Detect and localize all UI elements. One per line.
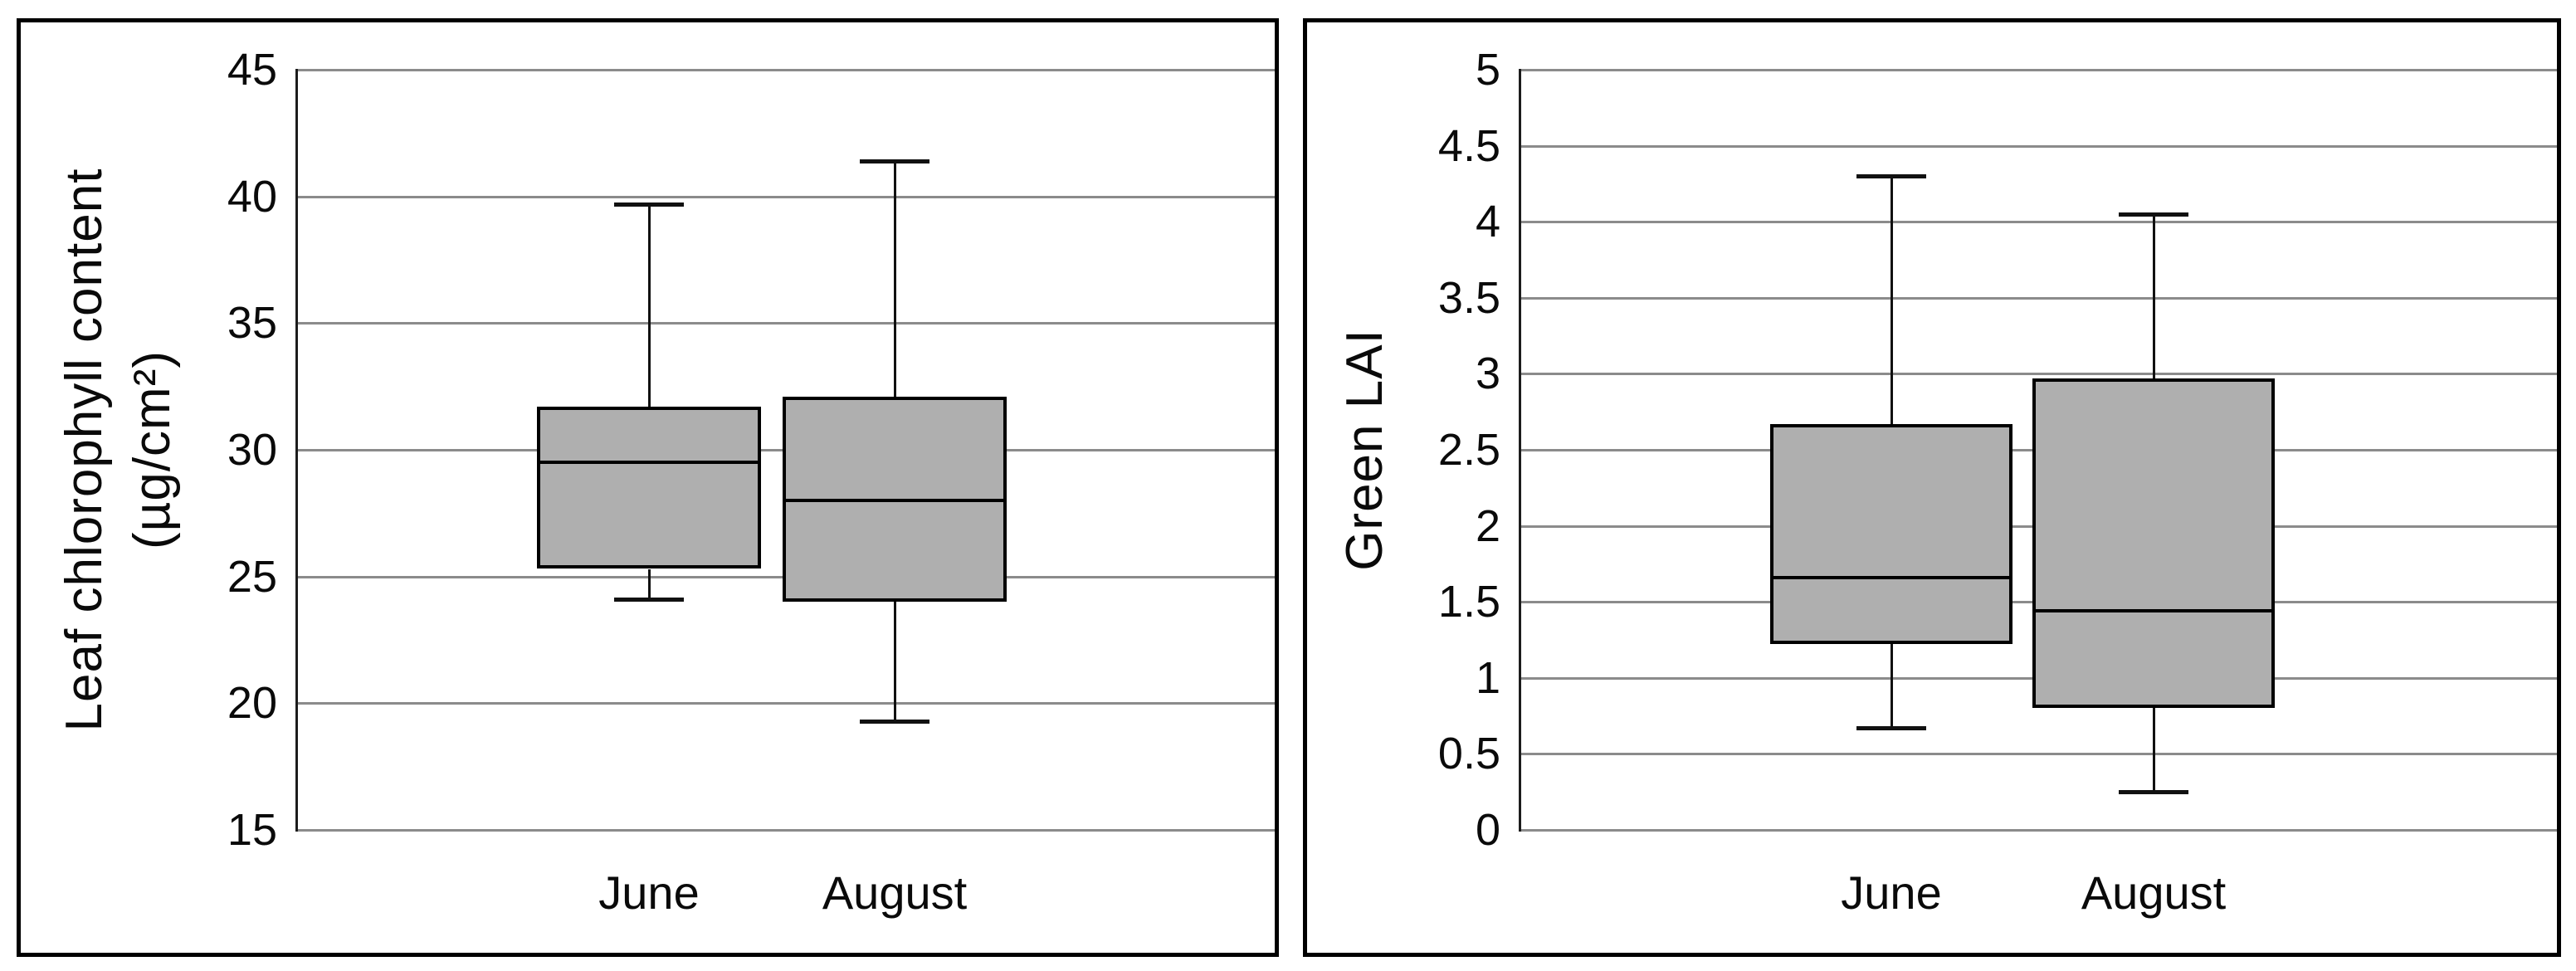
chlorophyll-august-median-line (783, 499, 1007, 503)
chlorophyll-august-upper-whisker-cap (860, 159, 929, 163)
chlorophyll-june-box (537, 407, 761, 569)
green-lai-june-box (1770, 423, 2013, 645)
green-lai-y-tick-label: 4 (1475, 197, 1500, 247)
chlorophyll-y-tick-label: 25 (227, 551, 277, 602)
green-lai-y-tick-label: 5 (1475, 45, 1500, 95)
green-lai-august-upper-whisker-cap (2119, 212, 2188, 217)
green-lai-gridline (1520, 753, 2557, 756)
chlorophyll-june-median-line (537, 461, 761, 465)
chlorophyll-june-upper-whisker-cap (614, 202, 684, 207)
chlorophyll-gridline (297, 195, 1275, 198)
green-lai-gridline (1520, 69, 2557, 71)
green-lai-august-lower-whisker-cap (2119, 790, 2188, 795)
chlorophyll-august-upper-whisker (894, 160, 896, 397)
chlorophyll-y-tick-label: 30 (227, 425, 277, 475)
green-lai-y-tick-label: 2.5 (1437, 425, 1500, 475)
green-lai-gridline (1520, 221, 2557, 224)
chlorophyll-june-lower-whisker (648, 568, 651, 600)
green-lai-june-median-line (1770, 575, 2013, 579)
chlorophyll-category-label-june: June (598, 866, 700, 919)
chlorophyll-y-axis-line (295, 69, 298, 832)
green-lai-august-median-line (2032, 609, 2275, 613)
chlorophyll-y-tick-label: 20 (227, 678, 277, 729)
green-lai-june-lower-whisker-cap (1856, 726, 1926, 731)
green-lai-june-lower-whisker (1891, 644, 1893, 729)
green-lai-y-tick-label: 2 (1475, 500, 1500, 551)
chlorophyll-y-tick-label: 40 (227, 171, 277, 222)
chlorophyll-august-lower-whisker (894, 602, 896, 721)
green-lai-y-tick-label: 4.5 (1437, 120, 1500, 171)
chlorophyll-y-tick-label: 45 (227, 45, 277, 95)
green-lai-y-tick-label: 3.5 (1437, 272, 1500, 323)
green-lai-y-tick-label: 1 (1475, 652, 1500, 703)
green-lai-y-tick-label: 1.5 (1437, 577, 1500, 627)
green-lai-august-lower-whisker (2153, 708, 2155, 793)
chlorophyll-gridline (297, 322, 1275, 325)
chlorophyll-y-tick-label: 15 (227, 805, 277, 855)
green-lai-june-upper-whisker-cap (1856, 174, 1926, 179)
green-lai-gridline (1520, 296, 2557, 300)
green-lai-y-tick-label: 0.5 (1437, 729, 1500, 779)
chlorophyll-august-lower-whisker-cap (860, 719, 929, 724)
green-lai-category-label-june: June (1841, 866, 1942, 919)
green-lai-category-label-august: August (2081, 866, 2227, 919)
green-lai-gridline (1520, 373, 2557, 376)
chlorophyll-gridline (297, 69, 1275, 71)
green-lai-y-tick-label: 0 (1475, 805, 1500, 855)
chlorophyll-y-tick-label: 35 (227, 298, 277, 349)
chlorophyll-june-lower-whisker-cap (614, 598, 684, 603)
green-lai-y-tick-label: 3 (1475, 349, 1500, 399)
green-lai-august-upper-whisker (2153, 214, 2155, 378)
green-lai-june-upper-whisker (1891, 176, 1893, 424)
green-lai-y-axis-line (1519, 69, 1521, 832)
chlorophyll-category-label-august: August (822, 866, 968, 919)
green-lai-gridline (1520, 144, 2557, 148)
chlorophyll-gridline (297, 829, 1275, 832)
green-lai-gridline (1520, 829, 2557, 832)
chlorophyll-june-upper-whisker (648, 203, 651, 407)
chlorophyll-gridline (297, 702, 1275, 705)
green-lai-august-box (2032, 378, 2275, 709)
